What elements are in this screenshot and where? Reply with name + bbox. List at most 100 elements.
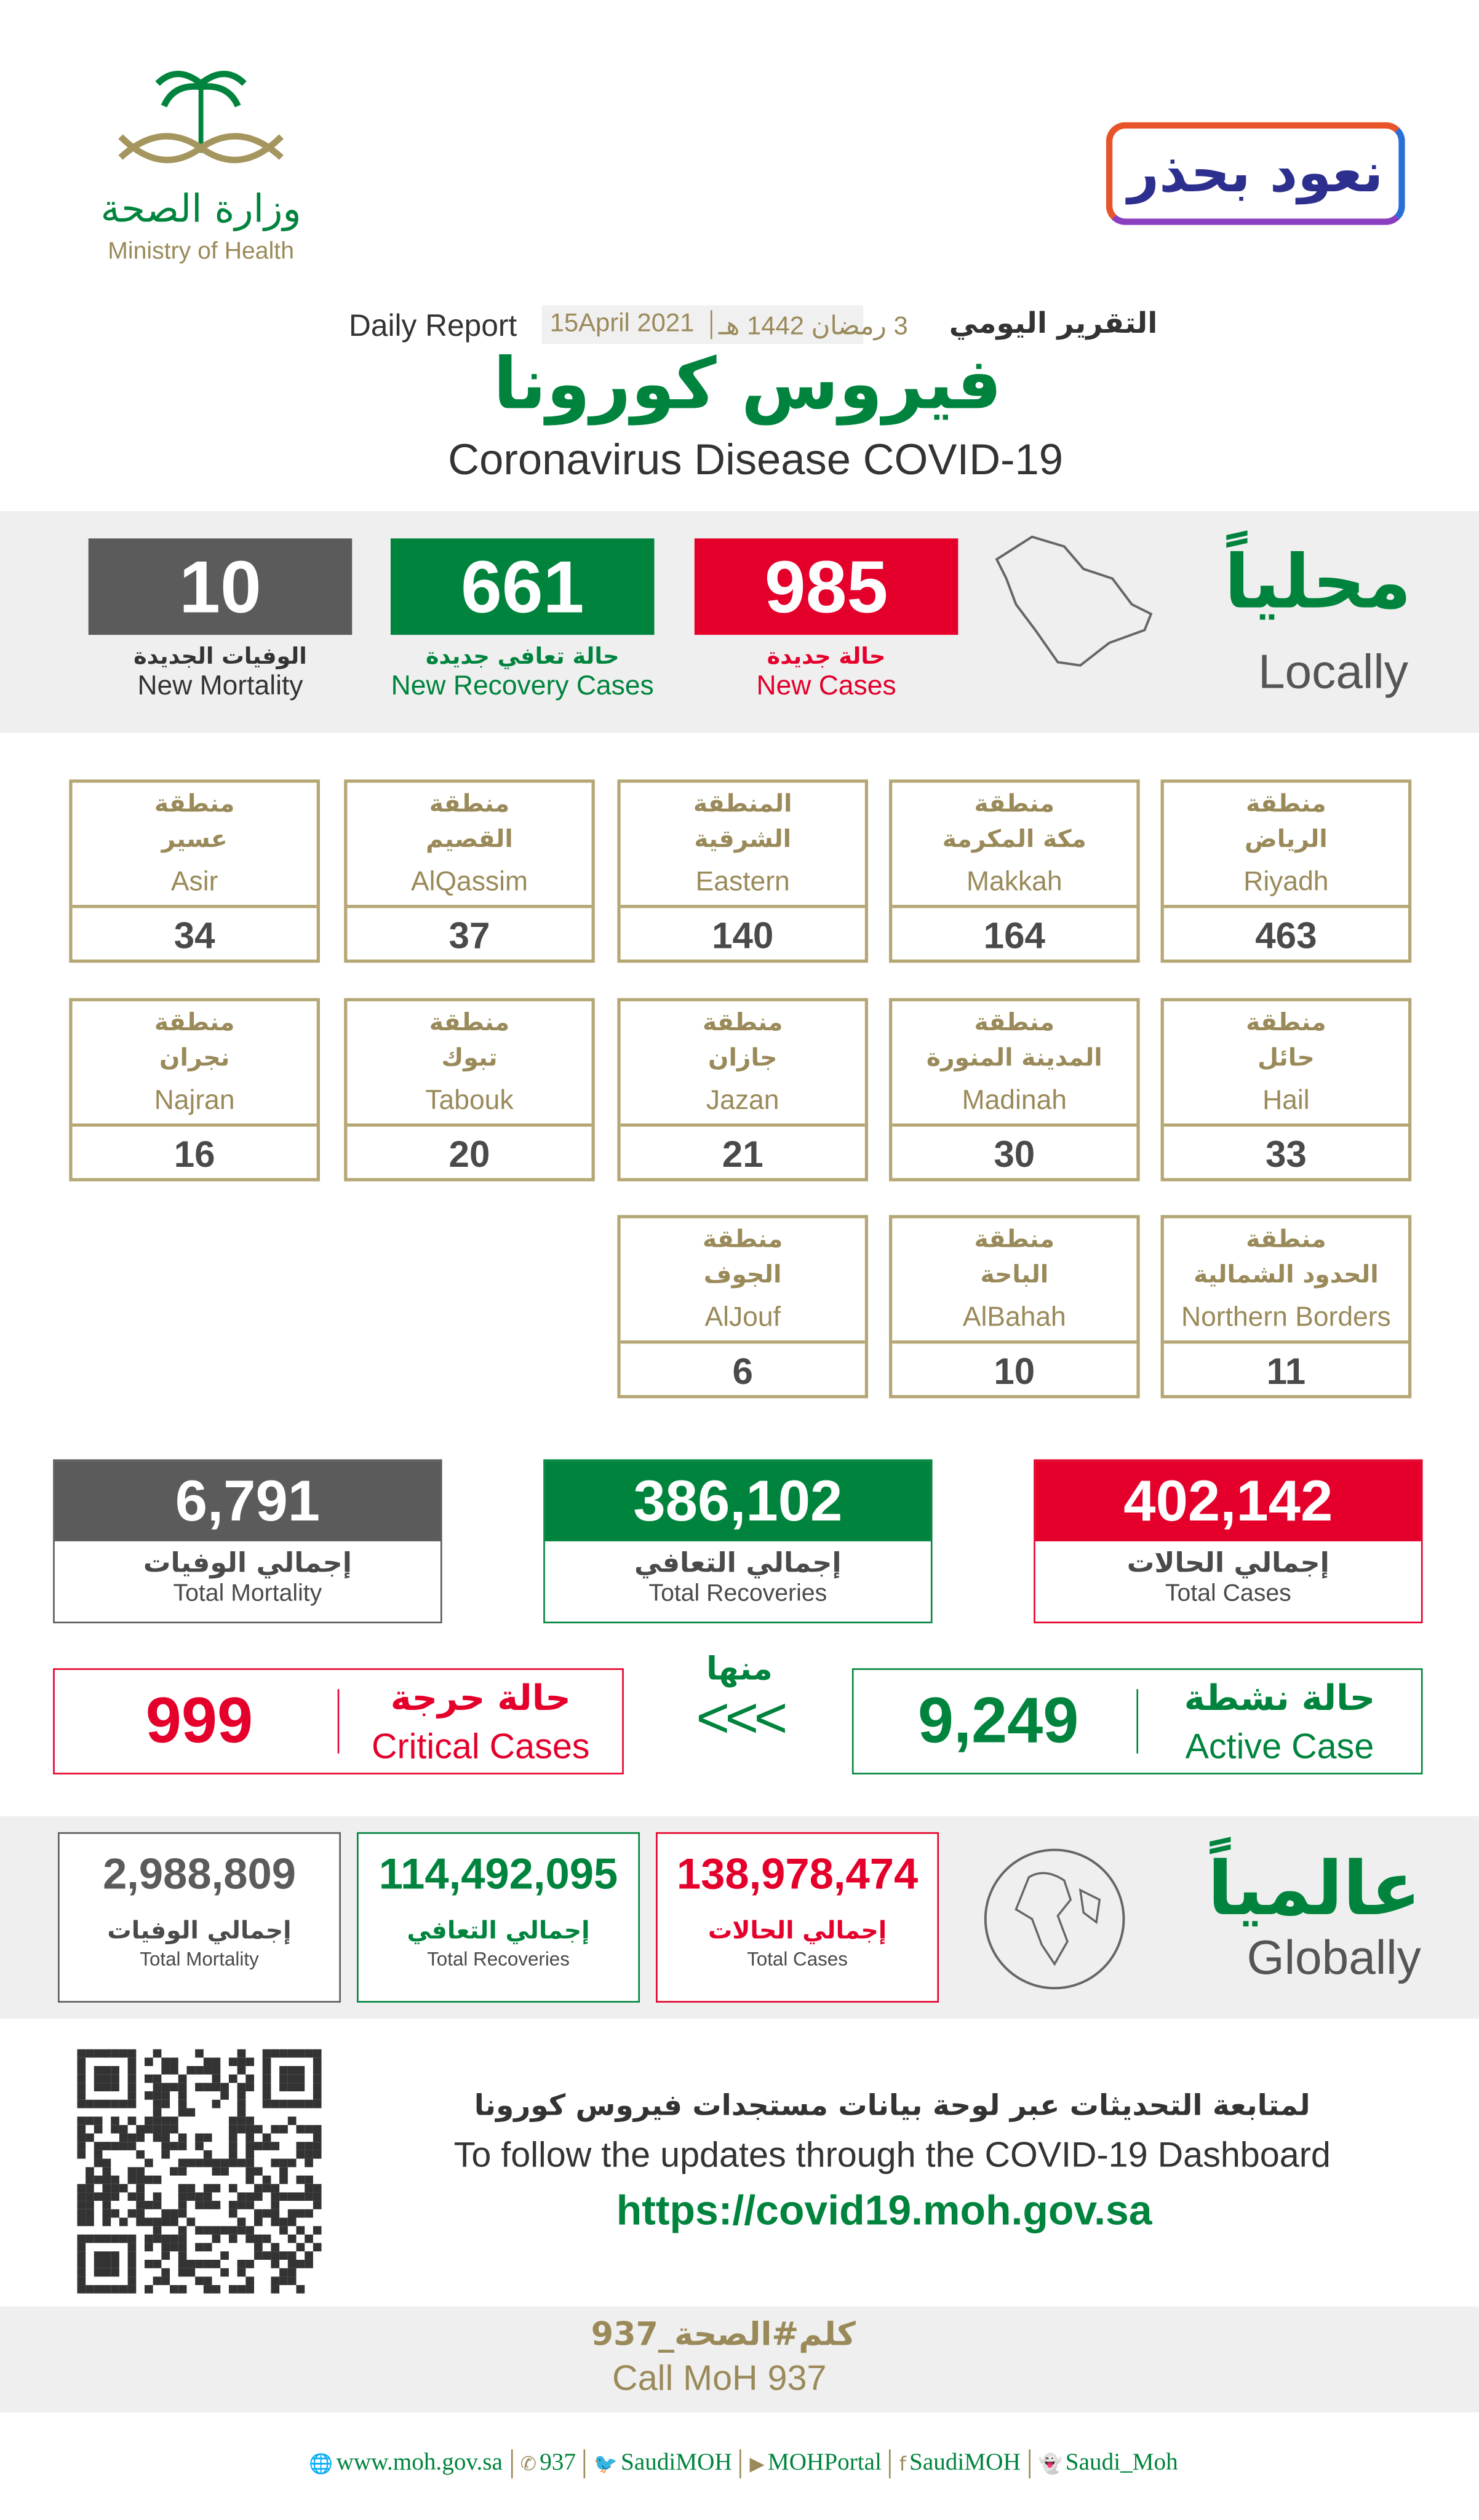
footer-link[interactable]: MOHPortal xyxy=(767,2450,882,2476)
qr-module xyxy=(144,2259,153,2268)
qr-module xyxy=(313,2133,322,2142)
qr-module xyxy=(102,2049,111,2058)
total-mortality-value: 6,791 xyxy=(54,1461,441,1541)
qr-module xyxy=(228,2117,237,2125)
qr-module xyxy=(279,2176,288,2184)
footer-link[interactable]: 937 xyxy=(540,2450,576,2476)
qr-module xyxy=(102,2192,111,2201)
qr-module xyxy=(77,2251,86,2260)
label-ar: حالة جديدة xyxy=(767,644,886,670)
qr-module xyxy=(245,2142,255,2150)
qr-module xyxy=(144,2176,153,2184)
qr-module xyxy=(203,2259,212,2268)
divider xyxy=(620,1340,865,1344)
qr-module xyxy=(153,2083,162,2092)
region-prefix: منطقة xyxy=(1246,1225,1326,1254)
region-name-en: Madinah xyxy=(962,1084,1067,1116)
qr-module xyxy=(77,2142,86,2150)
qr-module xyxy=(212,2226,221,2235)
date-divider xyxy=(710,310,712,340)
qr-module xyxy=(136,2133,145,2142)
qr-module xyxy=(212,2201,221,2209)
qr-module xyxy=(262,2209,271,2218)
qr-module xyxy=(127,2176,137,2184)
region-card-riyadh: منطقة الرياض Riyadh 463 xyxy=(1160,779,1412,963)
qr-module xyxy=(228,2184,237,2193)
qr-module xyxy=(313,2150,322,2159)
qr-module xyxy=(111,2142,119,2150)
qr-module xyxy=(111,2285,119,2294)
qr-module xyxy=(296,2243,305,2252)
label-ar: حالة تعافي جديدة xyxy=(425,644,620,670)
dashboard-link[interactable]: https://covid19.moh.gov.sa xyxy=(616,2185,1152,2235)
qr-module xyxy=(220,2226,229,2235)
qr-module xyxy=(136,2150,145,2159)
region-prefix: منطقة xyxy=(429,1008,510,1037)
qr-module xyxy=(119,2099,128,2109)
footer-link[interactable]: SaudiMOH xyxy=(909,2450,1021,2476)
qr-module xyxy=(161,2150,170,2159)
qr-module xyxy=(271,2099,280,2109)
footer-link[interactable]: Saudi_Moh xyxy=(1065,2450,1178,2476)
qr-module xyxy=(94,2268,103,2277)
footer-link[interactable]: www.moh.gov.sa xyxy=(336,2450,503,2476)
qr-module xyxy=(195,2192,204,2201)
qr-module xyxy=(203,2065,212,2075)
qr-module xyxy=(178,2234,187,2243)
daily-report-ar: التقرير اليومي xyxy=(949,307,1158,341)
qr-module xyxy=(262,2133,271,2142)
region-name-ar: الباحة xyxy=(980,1260,1049,1289)
qr-module xyxy=(144,2125,153,2134)
region-prefix: منطقة xyxy=(1246,1008,1326,1037)
qr-module xyxy=(254,2142,263,2150)
critical-en: Critical Cases xyxy=(371,1726,590,1767)
qr-module xyxy=(203,2057,212,2066)
qr-module xyxy=(287,2234,297,2243)
region-prefix: منطقة xyxy=(974,1225,1055,1254)
qr-module xyxy=(186,2184,196,2193)
qr-module xyxy=(245,2234,255,2243)
qr-module xyxy=(237,2125,246,2134)
qr-module xyxy=(262,2083,271,2092)
region-name-ar: الرياض xyxy=(1245,824,1328,854)
qr-module xyxy=(153,2125,162,2134)
region-value: 16 xyxy=(173,1133,215,1175)
footer-link[interactable]: SaudiMOH xyxy=(621,2450,732,2476)
qr-module xyxy=(203,2158,212,2168)
qr-module xyxy=(111,2192,119,2201)
qr-module xyxy=(279,2167,288,2176)
qr-module xyxy=(313,2074,322,2083)
total-mortality-card: 6,791 إجمالي الوفيات Total Mortality xyxy=(53,1459,442,1624)
qr-module xyxy=(195,2049,204,2058)
qr-module xyxy=(228,2158,237,2168)
qr-module xyxy=(262,2057,271,2066)
qr-module xyxy=(296,2049,305,2058)
region-value: 11 xyxy=(1266,1349,1306,1392)
region-value: 21 xyxy=(722,1133,763,1175)
region-name-en: AlJouf xyxy=(704,1302,781,1333)
qr-module xyxy=(170,2209,178,2218)
total-cases-value: 402,142 xyxy=(1035,1461,1421,1541)
qr-module xyxy=(153,2074,162,2083)
qr-module xyxy=(77,2083,86,2092)
new-recoveries-label: حالة تعافي جديدة New Recovery Cases xyxy=(362,643,684,701)
qr-code[interactable] xyxy=(77,2049,322,2294)
region-card-makkah: منطقة مكة المكرمة Makkah 164 xyxy=(888,779,1140,963)
qr-module xyxy=(170,2057,178,2066)
qr-module xyxy=(237,2268,246,2277)
qr-module xyxy=(313,2091,322,2100)
qr-module xyxy=(178,2209,187,2218)
qr-module xyxy=(86,2117,94,2125)
label-ar: الوفيات الجديدة xyxy=(134,644,307,670)
qr-module xyxy=(127,2142,137,2150)
qr-module xyxy=(186,2065,196,2075)
qr-module xyxy=(262,2251,271,2260)
twitter-icon: 🐦 xyxy=(593,2452,618,2476)
qr-module xyxy=(287,2217,297,2227)
qr-module xyxy=(178,2226,187,2235)
qr-module xyxy=(305,2150,313,2159)
region-name-ar: نجران xyxy=(159,1043,230,1072)
qr-module xyxy=(111,2184,119,2193)
qr-module xyxy=(271,2158,280,2168)
qr-module xyxy=(203,2201,212,2209)
